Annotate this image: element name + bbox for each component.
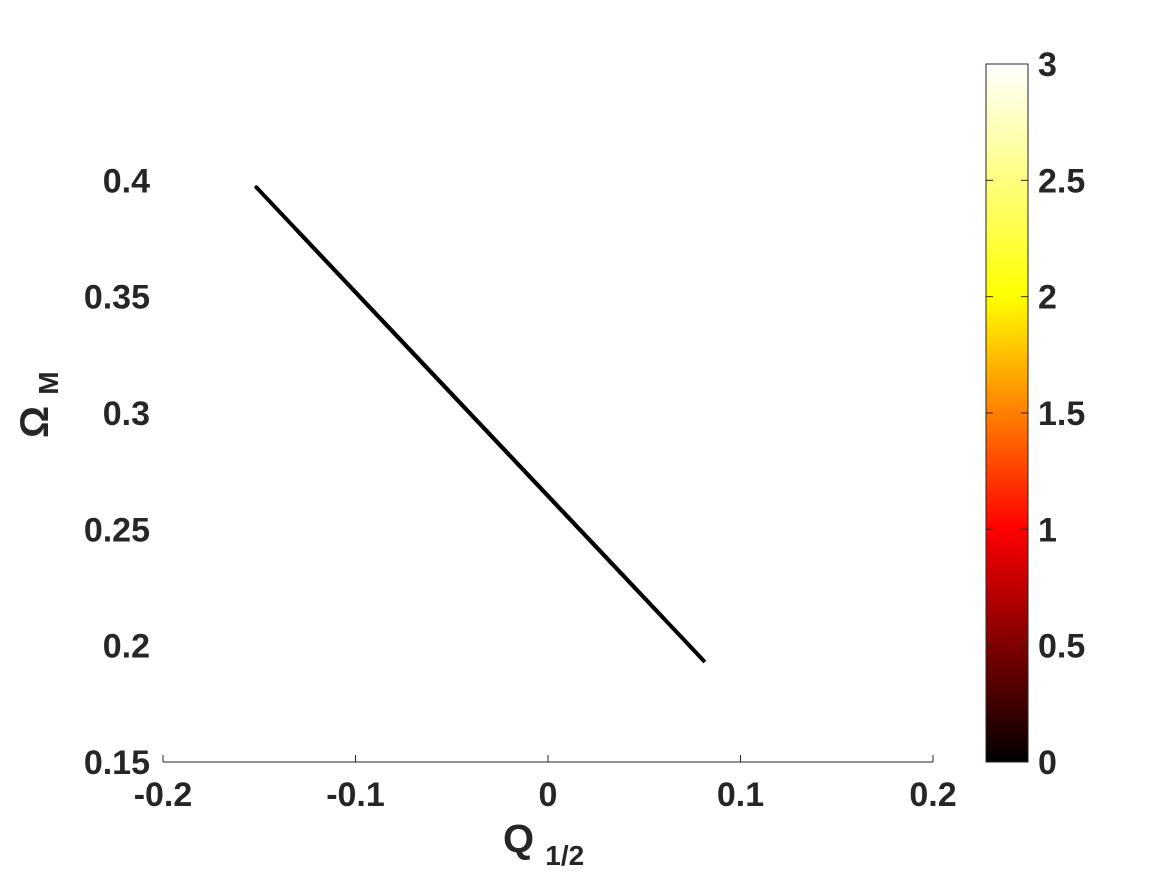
- x-ticks: -0.2 -0.1 0 0.1 0.2: [134, 755, 957, 814]
- contour-line: [254, 185, 707, 664]
- svg-text:Q 1/2: Q 1/2: [503, 817, 584, 871]
- colorbar-ticks: 0 0.5 1 1.5 2 2.5 3: [986, 46, 1085, 782]
- colorbar-tick-label: 2.5: [1038, 162, 1085, 200]
- y-ticks: 0.15 0.2 0.25 0.3 0.35 0.4: [84, 162, 150, 782]
- y-tick-label: 0.25: [84, 511, 150, 549]
- contour-lines: [254, 185, 707, 664]
- plot-background: [163, 64, 933, 762]
- colorbar-tick-label: 0: [1038, 744, 1057, 782]
- colorbar-tick-label: 1: [1038, 511, 1057, 549]
- x-axis-label-main: Q: [503, 817, 534, 861]
- x-tick-label: 0.2: [909, 776, 956, 814]
- x-tick-label: -0.1: [326, 776, 385, 814]
- y-axis-label-main: Ω: [13, 406, 57, 438]
- x-axis-label: Q 1/2: [503, 817, 584, 871]
- y-axis-label-subscript: M: [33, 371, 64, 394]
- y-tick-label: 0.2: [103, 628, 150, 666]
- x-axis-label-subscript: 1/2: [545, 840, 584, 871]
- plot-area: -0.2 -0.1 0 0.1 0.2 0.15 0.2 0.25 0.3 0.35 0.4: [84, 64, 957, 814]
- y-axis-label: Ω M: [13, 371, 64, 438]
- colorbar: 0 0.5 1 1.5 2 2.5 3: [985, 46, 1085, 782]
- colorbar-tick-label: 3: [1038, 46, 1057, 84]
- y-tick-label: 0.35: [84, 279, 150, 317]
- x-tick-label: 0: [539, 776, 558, 814]
- y-tick-label: 0.15: [84, 744, 150, 782]
- colorbar-tick-label: 2: [1038, 279, 1057, 317]
- y-tick-label: 0.3: [103, 395, 150, 433]
- y-tick-label: 0.4: [103, 162, 150, 200]
- svg-text:Ω M: Ω M: [13, 371, 64, 438]
- colorbar-tick-label: 0.5: [1038, 628, 1085, 666]
- x-tick-label: -0.2: [134, 776, 193, 814]
- colorbar-tick-label: 1.5: [1038, 395, 1085, 433]
- x-tick-label: 0.1: [717, 776, 764, 814]
